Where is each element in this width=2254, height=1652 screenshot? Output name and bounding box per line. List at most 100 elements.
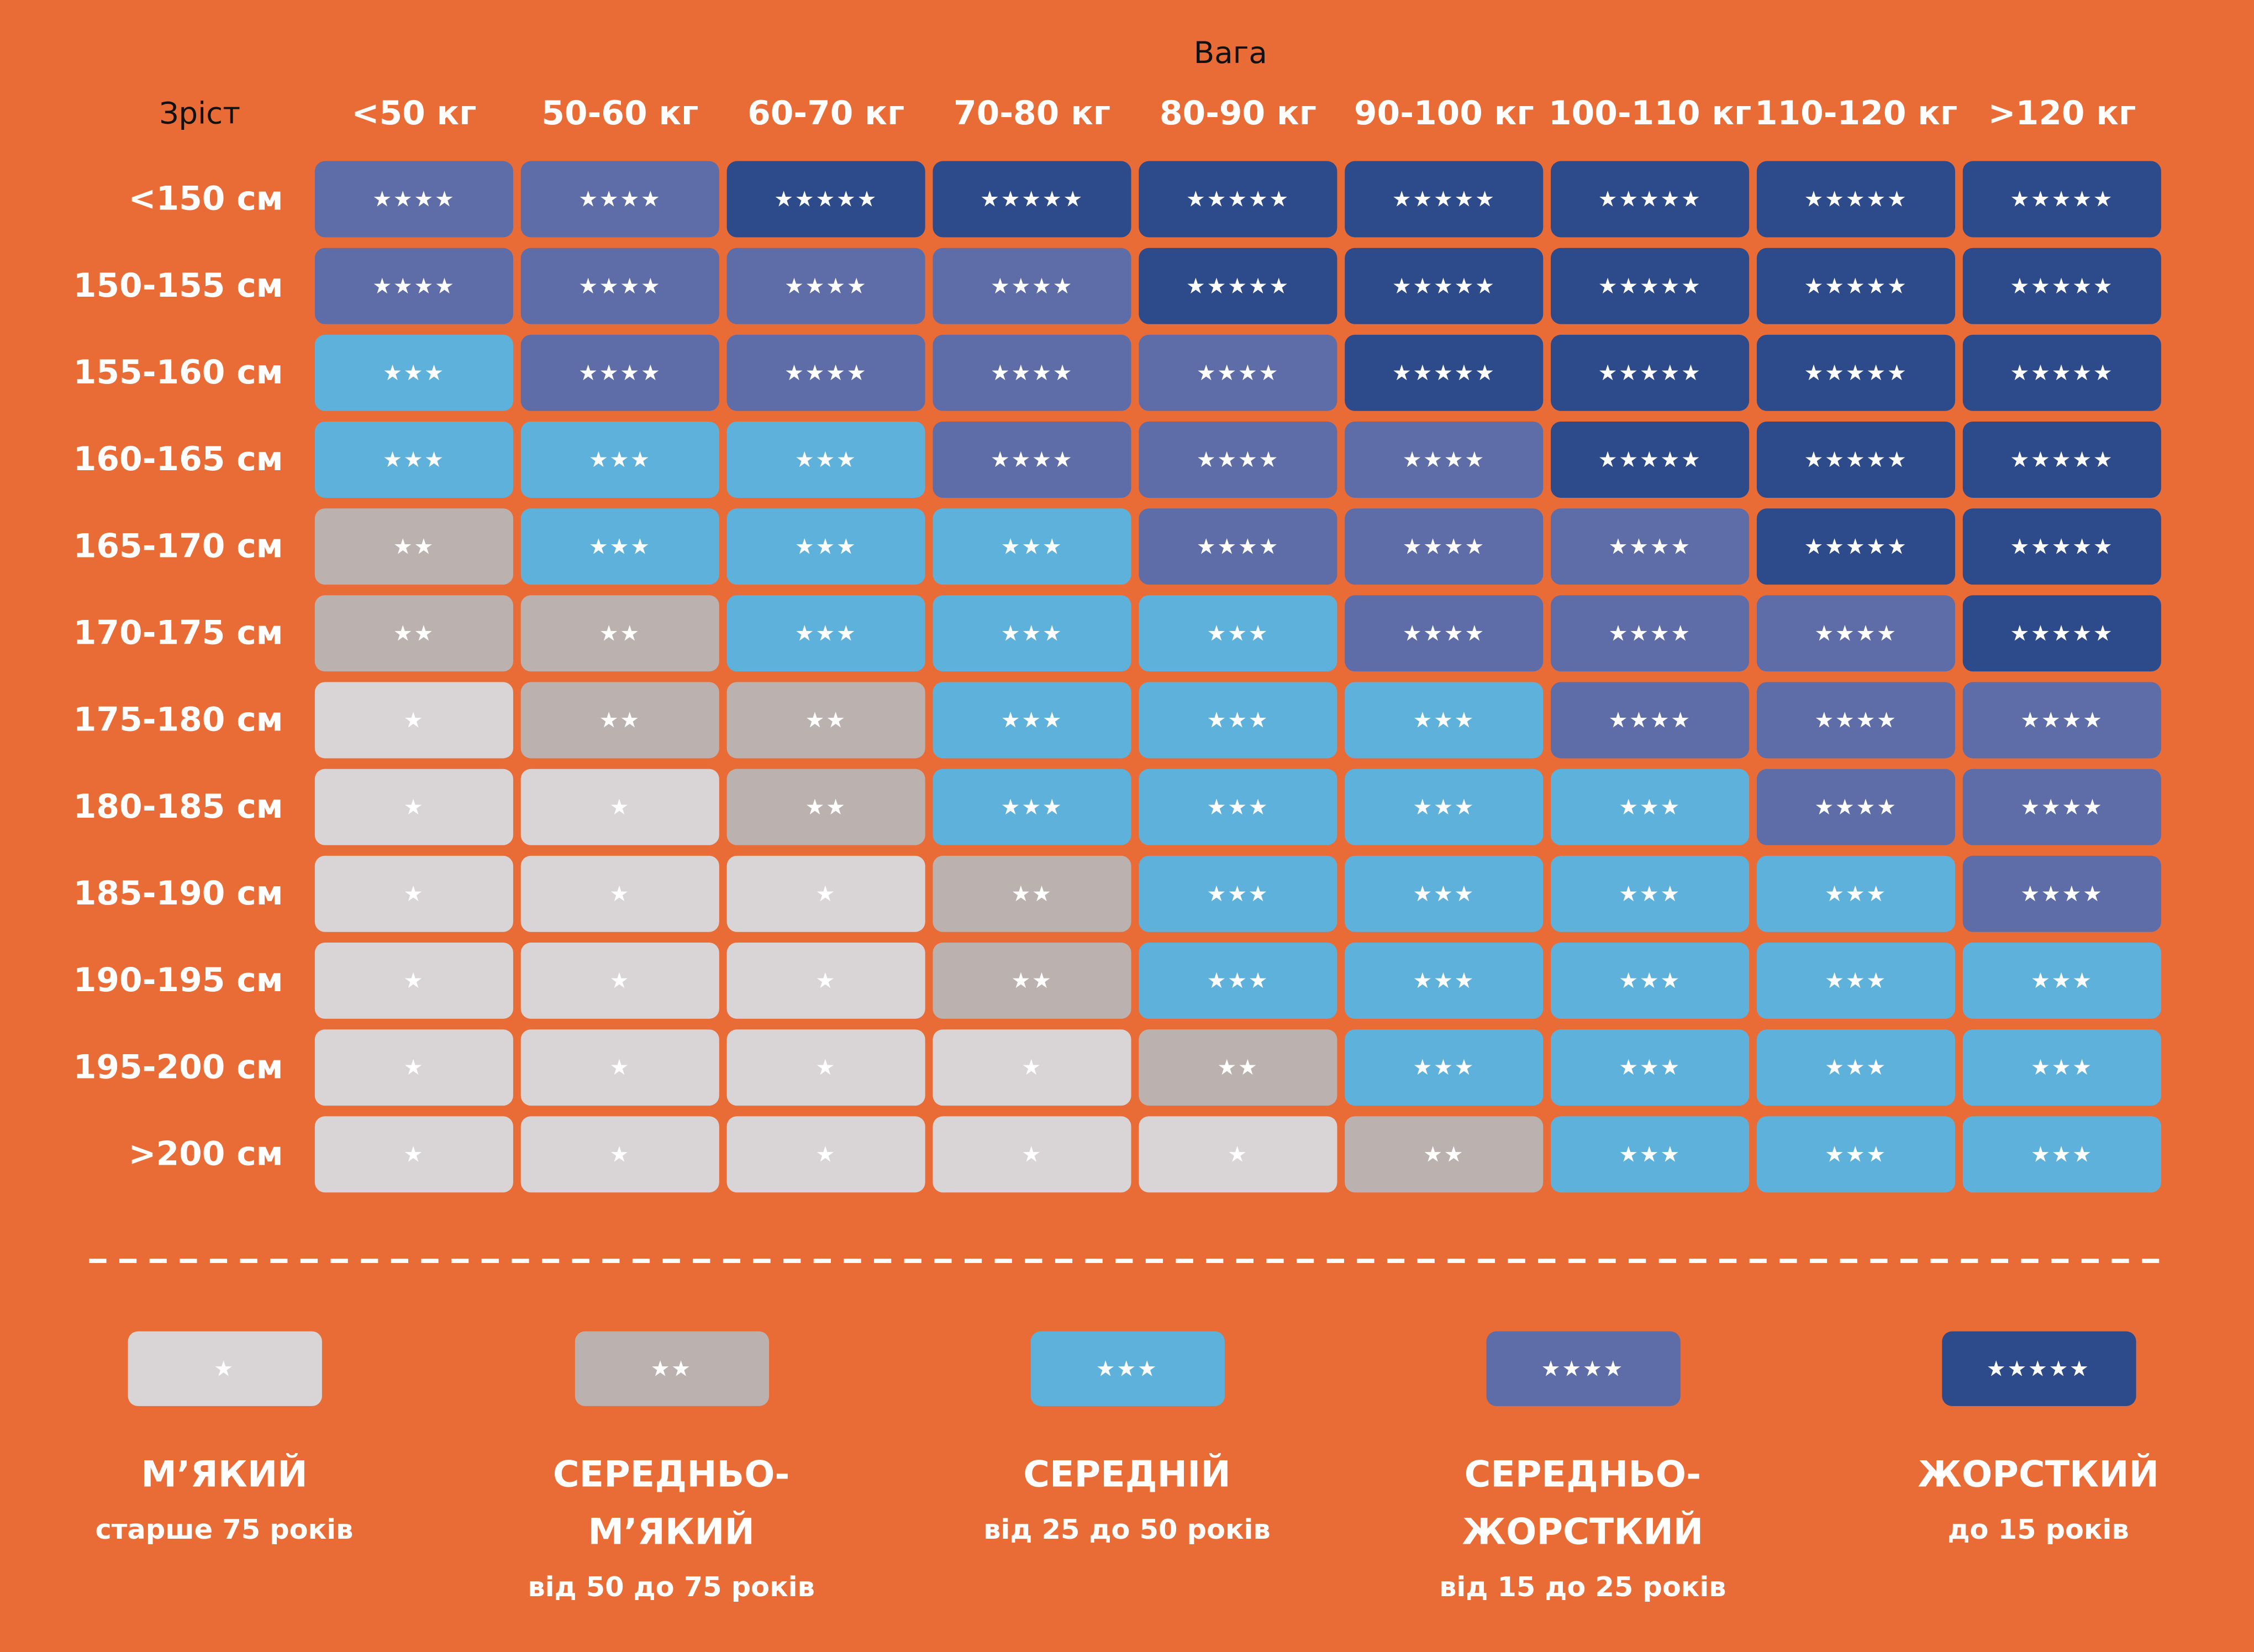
- cell-stars: ★★★: [1413, 795, 1475, 820]
- cell-stars: ★★★★: [1197, 448, 1279, 472]
- row-label: 180-185 см: [73, 787, 283, 826]
- cell: [314, 682, 513, 759]
- cell: [1345, 943, 1544, 1019]
- cell-stars: ★★★: [1001, 534, 1063, 559]
- row-label: 170-175 см: [73, 614, 283, 653]
- cell-stars: ★★★: [1619, 795, 1681, 820]
- cell: [726, 1029, 925, 1106]
- row-label: 165-170 см: [73, 527, 283, 565]
- cell: [726, 595, 925, 672]
- cell: [933, 508, 1131, 585]
- cell: [314, 595, 513, 672]
- cell: [1139, 248, 1337, 324]
- cell: [933, 422, 1131, 498]
- legend-title: М’ЯКИЙ: [141, 1452, 308, 1495]
- cell: [314, 334, 513, 411]
- cell-stars: ★★: [393, 534, 435, 559]
- cell-stars: ★: [1021, 1055, 1042, 1080]
- cell-stars: ★: [1228, 1142, 1249, 1167]
- cell-stars: ★★★: [1207, 882, 1270, 907]
- cell-stars: ★★★★★: [774, 187, 878, 212]
- cell: [520, 248, 719, 324]
- cell-stars: ★★★: [1001, 795, 1063, 820]
- row-label: 190-195 см: [73, 961, 283, 999]
- row-label: 160-165 см: [73, 440, 283, 478]
- cell-stars: ★★: [805, 795, 847, 820]
- cell: [1345, 1029, 1544, 1106]
- cell: [1551, 682, 1750, 759]
- cell-stars: ★★★★: [578, 187, 661, 212]
- cell: [933, 595, 1131, 672]
- cell-stars: ★★★★★: [1186, 274, 1290, 299]
- cell-stars: ★: [404, 1055, 425, 1080]
- cell-stars: ★: [404, 882, 425, 907]
- cell: [1962, 769, 2161, 845]
- cell-stars: ★: [815, 1142, 836, 1167]
- cell: [933, 248, 1131, 324]
- cell: [1962, 1116, 2161, 1193]
- cell: [933, 682, 1131, 759]
- cell: [314, 1029, 513, 1106]
- cell-stars: ★★: [1011, 882, 1052, 907]
- cell: [1139, 161, 1337, 238]
- cell-stars: ★★★★★: [1598, 448, 1702, 472]
- row-label: 185-190 см: [73, 874, 283, 913]
- cell: [726, 943, 925, 1019]
- cell-stars: ★★★: [795, 621, 857, 646]
- cell: [314, 161, 513, 238]
- cell: [1551, 769, 1750, 845]
- cell: [726, 682, 925, 759]
- cell-stars: ★: [404, 969, 425, 993]
- cell-stars: ★: [609, 1142, 630, 1167]
- cell-stars: ★★★★: [1608, 534, 1691, 559]
- cell: [1756, 855, 1956, 932]
- cell: [726, 855, 925, 932]
- cell: [1962, 161, 2161, 238]
- legend-title: ЖОРСТКИЙ: [1462, 1510, 1703, 1553]
- cell: [520, 508, 719, 585]
- cell: [1551, 855, 1750, 932]
- cell-stars: ★★★★★: [980, 187, 1084, 212]
- cell: [726, 1116, 925, 1193]
- cell: [1756, 508, 1956, 585]
- cell-stars: ★★★: [1825, 1055, 1887, 1080]
- cell-stars: ★★: [393, 621, 435, 646]
- cell-stars: ★★★: [795, 448, 857, 472]
- cell-stars: ★★★: [1413, 969, 1475, 993]
- cell: [933, 943, 1131, 1019]
- cell-stars: ★★★★★: [2010, 448, 2114, 472]
- legend-swatch: [128, 1331, 322, 1406]
- column-header: 60-70 кг: [747, 94, 904, 133]
- cell: [726, 161, 925, 238]
- cell-stars: ★★★: [2031, 969, 2093, 993]
- cell: [314, 943, 513, 1019]
- cell: [1551, 334, 1750, 411]
- cell: [726, 769, 925, 845]
- legend-stars: ★★★★★: [1987, 1356, 2090, 1381]
- cell: [1962, 682, 2161, 759]
- cell-stars: ★★★★★: [1804, 448, 1908, 472]
- cell-stars: ★★★★★: [1804, 361, 1908, 386]
- cell-stars: ★★★: [1619, 1055, 1681, 1080]
- cell-stars: ★★★★: [1403, 448, 1486, 472]
- cell: [1345, 161, 1544, 238]
- cell: [314, 855, 513, 932]
- cell-stars: ★★★★: [1814, 708, 1897, 733]
- cell: [933, 334, 1131, 411]
- cell: [1756, 595, 1956, 672]
- legend-subtitle: до 15 років: [1948, 1513, 2129, 1545]
- row-label: 150-155 см: [73, 266, 283, 305]
- cell: [1551, 943, 1750, 1019]
- cell: [314, 769, 513, 845]
- cell-stars: ★★★★★: [1392, 274, 1496, 299]
- cell-stars: ★★: [1423, 1142, 1465, 1167]
- cell-stars: ★★★: [1413, 708, 1475, 733]
- cell-stars: ★★★★: [784, 361, 867, 386]
- cell: [1345, 248, 1544, 324]
- cell-stars: ★★★: [2031, 1142, 2093, 1167]
- cell-stars: ★★★★: [1197, 534, 1279, 559]
- cell-stars: ★: [815, 882, 836, 907]
- cell: [1345, 682, 1544, 759]
- cell: [1139, 769, 1337, 845]
